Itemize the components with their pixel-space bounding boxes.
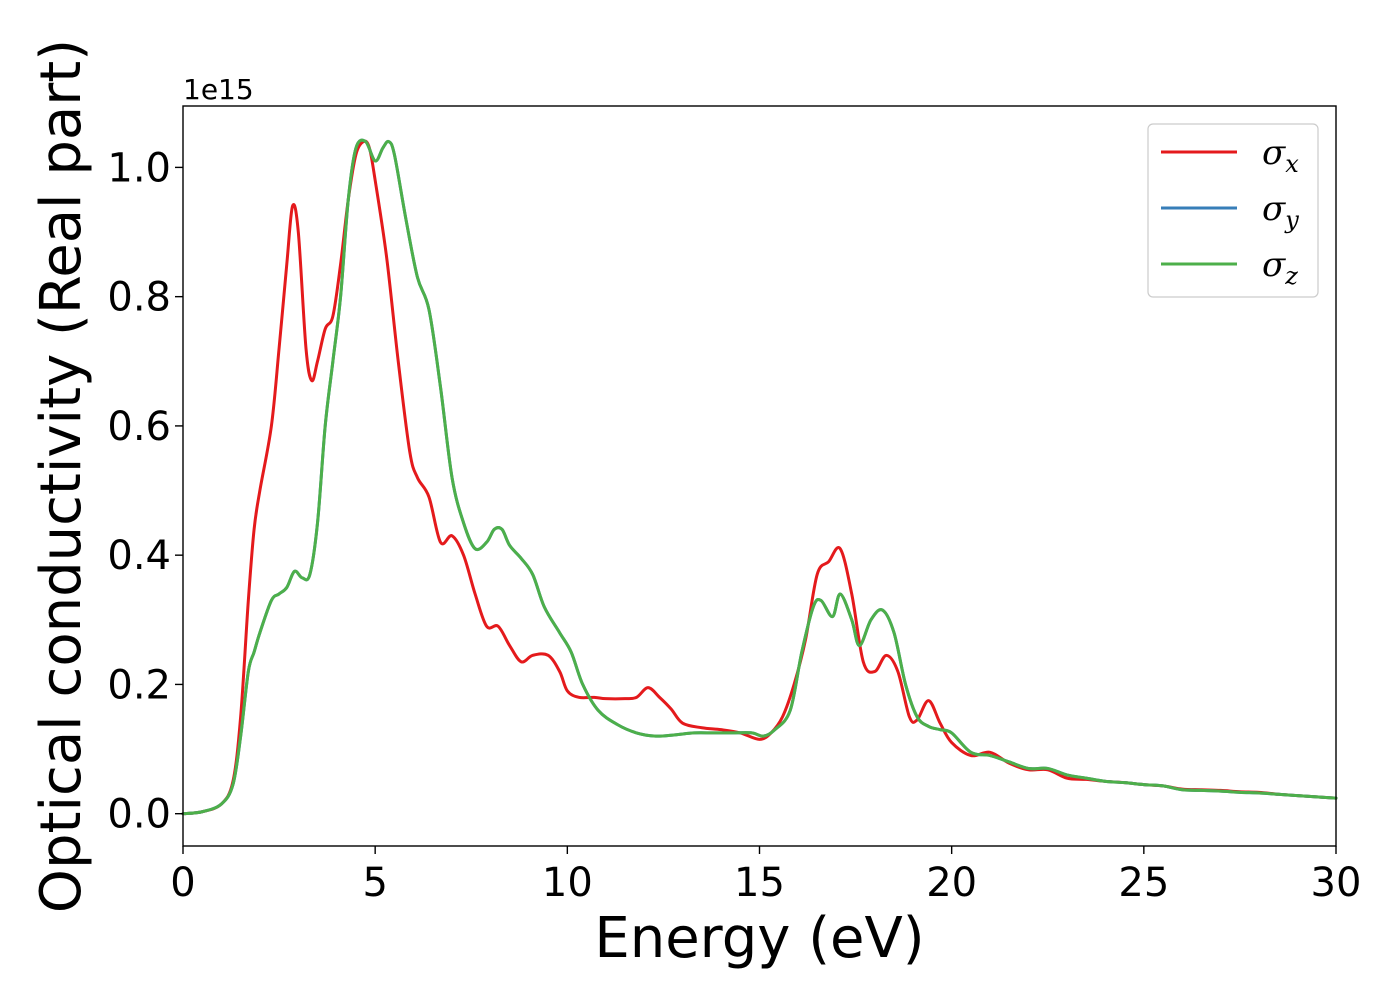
y-offset-label: 1e15 xyxy=(183,73,254,106)
y-tick-label: 0.2 xyxy=(107,662,171,708)
plot-area-background xyxy=(183,106,1336,846)
y-tick-label: 0.4 xyxy=(107,533,171,579)
x-tick-label: 25 xyxy=(1118,860,1169,906)
x-tick-label: 5 xyxy=(362,860,387,906)
x-axis-ticks: 0 5 10 15 20 25 30 xyxy=(170,846,1361,906)
series-line-z xyxy=(181,138,1338,816)
y-axis-title: Optical conductivity (Real part) xyxy=(29,39,94,913)
x-tick-label: 20 xyxy=(926,860,977,906)
x-tick-label: 10 xyxy=(542,860,593,906)
x-axis-title: Energy (eV) xyxy=(594,906,924,971)
y-tick-label: 1.0 xyxy=(107,145,171,191)
y-tick-label: 0.8 xyxy=(107,275,171,321)
y-tick-label: 0.6 xyxy=(107,404,171,450)
y-tick-label: 0.0 xyxy=(107,792,171,838)
series-layer xyxy=(181,138,1338,816)
x-tick-label: 0 xyxy=(170,860,195,906)
x-tick-label: 30 xyxy=(1311,860,1362,906)
legend-box xyxy=(1147,123,1319,298)
x-tick-label: 15 xyxy=(734,860,785,906)
y-axis-ticks: 0.0 0.2 0.4 0.6 0.8 1.0 xyxy=(107,145,183,838)
